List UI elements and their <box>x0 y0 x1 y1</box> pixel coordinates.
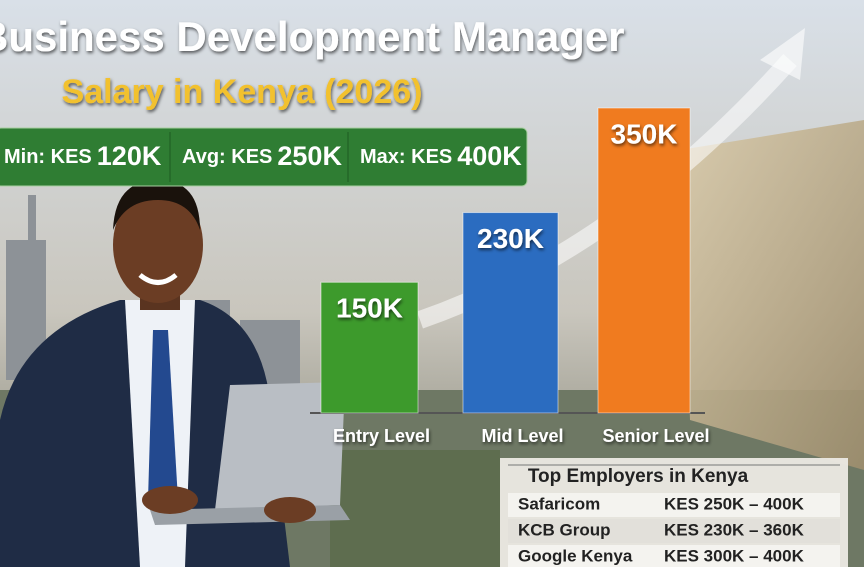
stats-box <box>0 127 528 187</box>
employer-range: KES 250K – 400K <box>664 494 805 513</box>
bar <box>462 212 559 414</box>
category-label: Senior Level <box>602 426 709 446</box>
money-notes <box>680 120 864 470</box>
value-label: 350K <box>611 118 678 149</box>
employer-name: Google Kenya <box>518 546 633 565</box>
title: Business Development Manager <box>0 13 625 60</box>
bar <box>597 107 691 414</box>
arrow-head <box>760 28 805 80</box>
row-bg <box>508 519 840 543</box>
row-bg <box>508 545 840 567</box>
person <box>0 180 350 567</box>
value-label: 150K <box>336 293 403 324</box>
bar <box>320 281 419 414</box>
stat: Avg: KES 250K <box>182 141 342 171</box>
stat-value: 120K <box>97 141 162 171</box>
category-label: Entry Level <box>333 426 430 446</box>
stat-label: Min: KES <box>4 146 92 168</box>
employer-name: KCB Group <box>518 520 611 539</box>
stat-value: 250K <box>277 141 342 171</box>
value-label: 230K <box>477 223 544 254</box>
stat: Max: KES 400K <box>360 141 522 171</box>
stat-label: Max: KES <box>360 146 452 168</box>
subtitle: Salary in Kenya (2026) <box>62 73 423 111</box>
employer-range: KES 230K – 360K <box>664 520 805 539</box>
row-bg <box>508 493 840 517</box>
stat-label: Avg: KES <box>182 146 272 168</box>
employers-title: Top Employers in Kenya <box>528 466 749 487</box>
employer-range: KES 300K – 400K <box>664 546 805 565</box>
stat-value: 400K <box>457 141 522 171</box>
category-label: Mid Level <box>481 426 563 446</box>
employer-name: Safaricom <box>518 494 600 513</box>
stat: Min: KES 120K <box>4 141 162 171</box>
